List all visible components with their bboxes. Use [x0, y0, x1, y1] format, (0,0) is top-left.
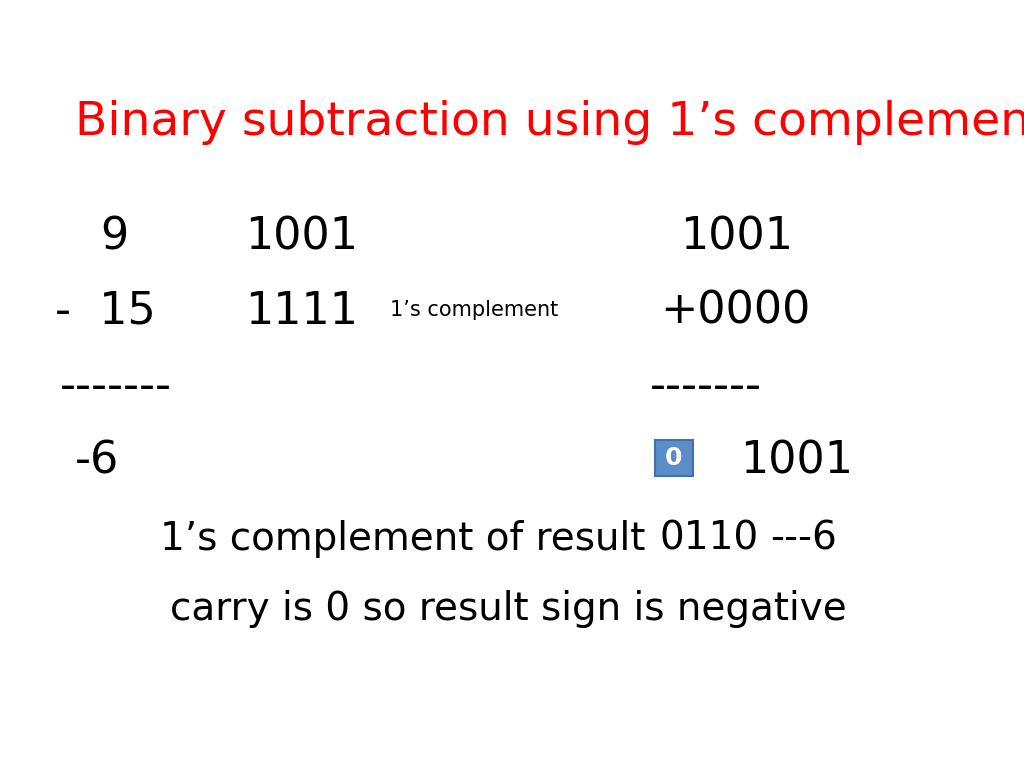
Text: -------: -------	[60, 365, 172, 408]
Text: ---6: ---6	[770, 520, 837, 558]
Text: 0110: 0110	[660, 520, 759, 558]
FancyBboxPatch shape	[655, 440, 693, 476]
Text: carry is 0 so result sign is negative: carry is 0 so result sign is negative	[170, 590, 847, 628]
Text: 1001: 1001	[680, 215, 793, 258]
Text: 1’s complement of result: 1’s complement of result	[160, 520, 645, 558]
Text: Binary subtraction using 1’s complement: Binary subtraction using 1’s complement	[75, 100, 1024, 145]
Text: +0000: +0000	[660, 290, 810, 333]
Text: 0: 0	[666, 446, 683, 470]
Text: 1001: 1001	[245, 215, 358, 258]
Text: -  15: - 15	[55, 290, 156, 333]
Text: -6: -6	[75, 440, 119, 483]
Text: -------: -------	[650, 365, 762, 408]
Text: 1001: 1001	[740, 440, 853, 483]
Text: 1111: 1111	[245, 290, 358, 333]
Text: 1’s complement: 1’s complement	[390, 300, 558, 320]
Text: 9: 9	[100, 215, 128, 258]
